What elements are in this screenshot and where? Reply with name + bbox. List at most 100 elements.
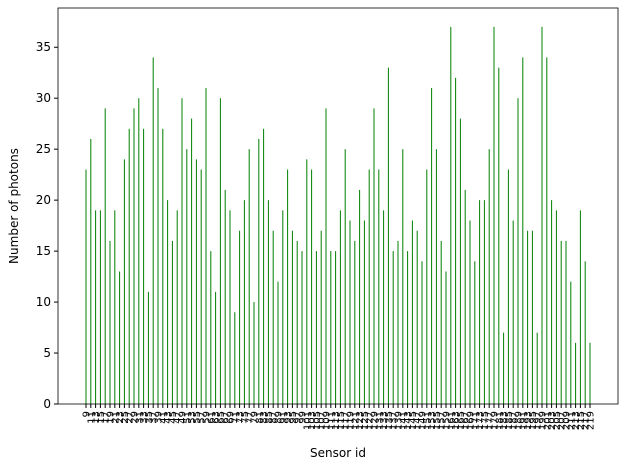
bar	[373, 108, 375, 404]
bar	[109, 240, 111, 404]
x-tick-label: 127	[365, 411, 376, 430]
x-tick-label: 137	[389, 411, 400, 430]
x-tick-label: 43	[163, 411, 174, 424]
bar	[205, 88, 207, 404]
x-tick-label: 87	[269, 411, 280, 424]
x-tick-label: 197	[533, 411, 544, 430]
bar	[162, 128, 164, 404]
x-tick-label: 101	[302, 411, 313, 430]
x-tick-label: 73	[235, 411, 246, 424]
bar	[570, 281, 572, 404]
x-tick-label: 41	[158, 411, 169, 424]
x-tick-label: 177	[485, 411, 496, 430]
bar	[349, 220, 351, 404]
x-tick-label: 27	[125, 411, 136, 424]
bar	[584, 261, 586, 404]
bar	[354, 240, 356, 404]
bar	[474, 261, 476, 404]
x-tick-label: 99	[298, 411, 309, 424]
bar	[411, 220, 413, 404]
x-tick-label: 129	[370, 411, 381, 430]
bar	[488, 149, 490, 404]
bar	[483, 200, 485, 404]
x-tick-label: 199	[538, 411, 549, 430]
x-tick-label: 49	[178, 411, 189, 424]
bar	[143, 128, 145, 404]
y-tick-label: 20	[36, 193, 51, 207]
bar	[469, 220, 471, 404]
x-tick-label: 195	[528, 411, 539, 430]
x-tick-label: 59	[202, 411, 213, 424]
x-tick-label: 171	[470, 411, 481, 430]
bar	[517, 98, 519, 404]
bar	[301, 251, 303, 404]
bar	[147, 291, 149, 404]
x-tick-label: 47	[173, 411, 184, 424]
bar	[291, 230, 293, 404]
x-tick-label: 37	[149, 411, 160, 424]
bar	[167, 200, 169, 404]
bar	[181, 98, 183, 404]
x-tick-label: 29	[130, 411, 141, 424]
x-tick-label: 141	[398, 411, 409, 430]
x-tick-label: 65	[216, 411, 227, 424]
x-tick-label: 91	[278, 411, 289, 424]
bar	[325, 108, 327, 404]
bar	[95, 210, 97, 404]
x-tick-label: 67	[221, 411, 232, 424]
x-tick-label: 55	[192, 411, 203, 424]
x-tick-label: 105	[312, 411, 323, 430]
x-tick-label: 135	[384, 411, 395, 430]
x-tick-label: 97	[293, 411, 304, 424]
x-tick-label: 159	[442, 411, 453, 430]
bar	[104, 108, 106, 404]
x-tick-label: 109	[322, 411, 333, 430]
bar	[560, 240, 562, 404]
bar	[171, 240, 173, 404]
y-tick-label: 15	[36, 244, 51, 258]
x-tick-label: 11	[86, 411, 97, 424]
bar	[176, 210, 178, 404]
bar	[263, 128, 265, 404]
bar	[378, 169, 380, 404]
x-tick-label: 81	[254, 411, 265, 424]
x-tick-label: 61	[206, 411, 217, 424]
bar	[416, 230, 418, 404]
x-tick-label: 111	[326, 411, 337, 430]
bar	[579, 210, 581, 404]
x-tick-label: 103	[307, 411, 318, 430]
bar	[287, 169, 289, 404]
x-tick-label: 53	[187, 411, 198, 424]
x-tick-label: 21	[110, 411, 121, 424]
bar	[243, 200, 245, 404]
bar	[239, 230, 241, 404]
bar	[229, 210, 231, 404]
x-tick-label: 17	[101, 411, 112, 424]
x-tick-label: 119	[346, 411, 357, 430]
y-tick-label: 0	[43, 397, 51, 411]
x-tick-label: 191	[518, 411, 529, 430]
x-tick-label: 31	[134, 411, 145, 424]
x-tick-label: 143	[403, 411, 414, 430]
bar	[315, 251, 317, 404]
x-tick-label: 45	[168, 411, 179, 424]
x-tick-label: 153	[427, 411, 438, 430]
x-tick-label: 15	[96, 411, 107, 424]
x-tick-label: 139	[394, 411, 405, 430]
bar	[128, 128, 130, 404]
x-tick-label: 203	[547, 411, 558, 430]
x-tick-label: 75	[240, 411, 251, 424]
bar	[363, 220, 365, 404]
x-tick-label: 115	[336, 411, 347, 430]
x-tick-label: 13	[91, 411, 102, 424]
bar	[85, 169, 87, 404]
bar	[99, 210, 101, 404]
bar	[215, 291, 217, 404]
x-tick-label: 123	[355, 411, 366, 430]
bar	[320, 230, 322, 404]
bar	[277, 281, 279, 404]
bar	[407, 251, 409, 404]
x-tick-label: 147	[413, 411, 424, 430]
x-tick-label: 179	[490, 411, 501, 430]
bar	[421, 261, 423, 404]
